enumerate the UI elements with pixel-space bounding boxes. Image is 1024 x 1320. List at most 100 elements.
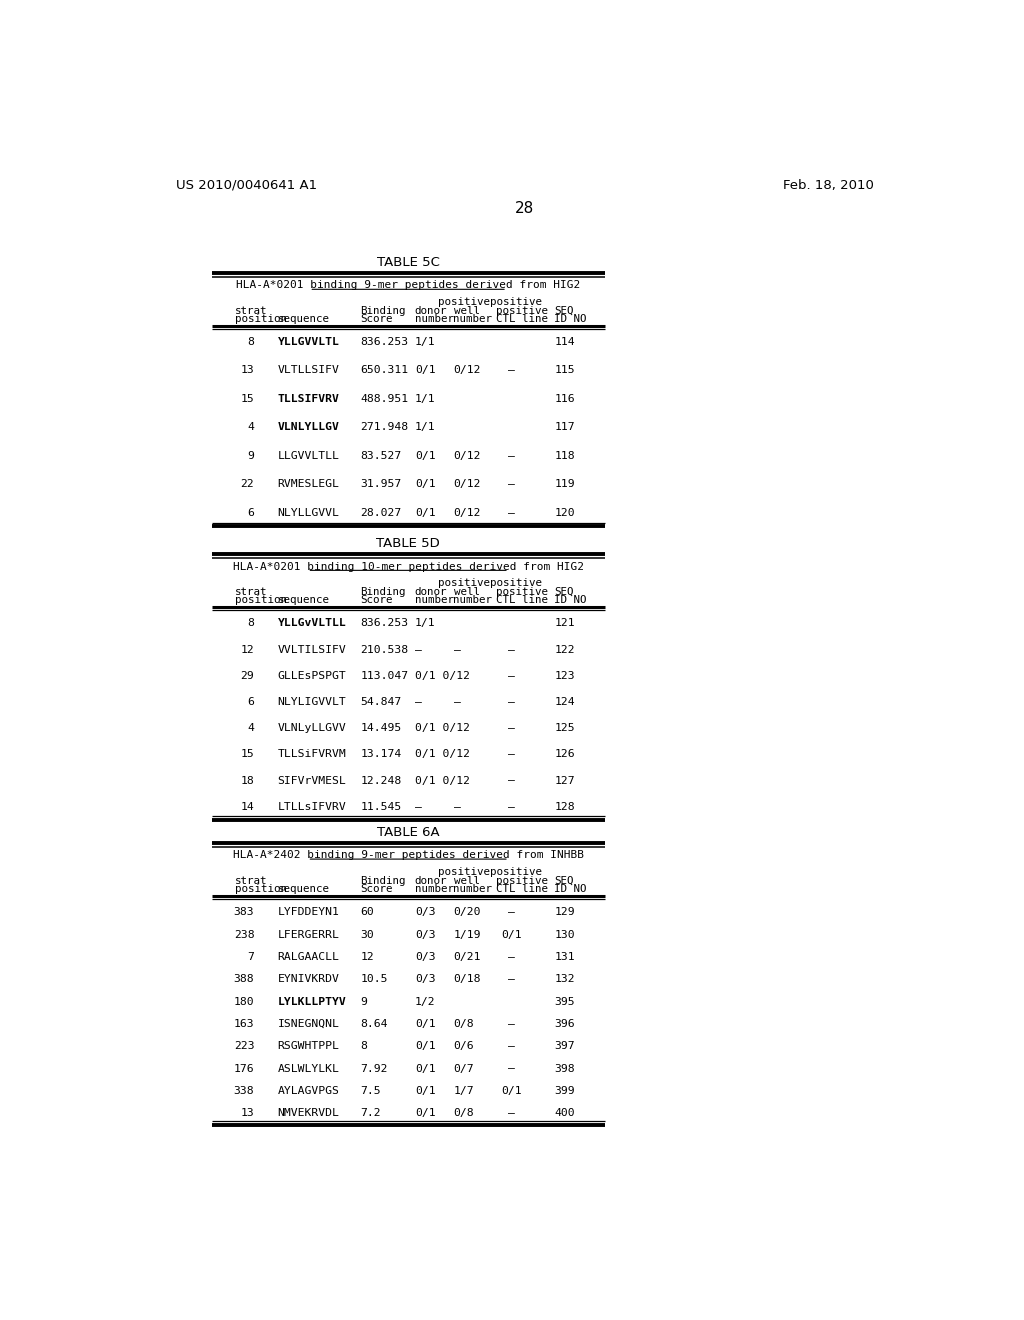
Text: 116: 116 bbox=[554, 393, 574, 404]
Text: VLNLYLLGV: VLNLYLLGV bbox=[278, 422, 339, 432]
Text: 124: 124 bbox=[554, 697, 574, 708]
Text: position: position bbox=[234, 314, 287, 325]
Text: 130: 130 bbox=[554, 929, 574, 940]
Text: 223: 223 bbox=[233, 1041, 254, 1051]
Text: 13.174: 13.174 bbox=[360, 750, 401, 759]
Text: 123: 123 bbox=[554, 671, 574, 681]
Text: –: – bbox=[415, 644, 422, 655]
Text: Feb. 18, 2010: Feb. 18, 2010 bbox=[782, 178, 873, 191]
Text: 400: 400 bbox=[554, 1109, 574, 1118]
Text: number: number bbox=[415, 314, 454, 325]
Text: 117: 117 bbox=[554, 422, 574, 432]
Text: number: number bbox=[454, 314, 493, 325]
Text: Binding: Binding bbox=[360, 306, 406, 315]
Text: 163: 163 bbox=[233, 1019, 254, 1028]
Text: 0/8: 0/8 bbox=[454, 1109, 474, 1118]
Text: sequence: sequence bbox=[278, 884, 330, 894]
Text: LLGVVLTLL: LLGVVLTLL bbox=[278, 450, 339, 461]
Text: US 2010/0040641 A1: US 2010/0040641 A1 bbox=[176, 178, 317, 191]
Text: 13: 13 bbox=[241, 366, 254, 375]
Text: LYLKLLPTYV: LYLKLLPTYV bbox=[278, 997, 346, 1007]
Text: VVLTILSIFV: VVLTILSIFV bbox=[278, 644, 346, 655]
Text: Score: Score bbox=[360, 314, 393, 325]
Text: number: number bbox=[454, 884, 493, 894]
Text: 0/1: 0/1 bbox=[415, 1041, 435, 1051]
Text: NLYLIGVVLT: NLYLIGVVLT bbox=[278, 697, 346, 708]
Text: 129: 129 bbox=[554, 907, 574, 917]
Text: 1/1: 1/1 bbox=[415, 422, 435, 432]
Text: 119: 119 bbox=[554, 479, 574, 490]
Text: 1/1: 1/1 bbox=[415, 619, 435, 628]
Text: 271.948: 271.948 bbox=[360, 422, 409, 432]
Text: 0/1: 0/1 bbox=[415, 1086, 435, 1096]
Text: position: position bbox=[234, 884, 287, 894]
Text: 0/3: 0/3 bbox=[415, 929, 435, 940]
Text: 0/1 0/12: 0/1 0/12 bbox=[415, 723, 470, 733]
Text: ASLWLYLKL: ASLWLYLKL bbox=[278, 1064, 339, 1073]
Text: 395: 395 bbox=[554, 997, 574, 1007]
Text: 8: 8 bbox=[360, 1041, 368, 1051]
Text: 0/1: 0/1 bbox=[502, 929, 522, 940]
Text: 9: 9 bbox=[360, 997, 368, 1007]
Text: donor: donor bbox=[415, 875, 447, 886]
Text: donor: donor bbox=[415, 306, 447, 315]
Text: HLA-A*0201 binding 10-mer peptides derived from HIG2: HLA-A*0201 binding 10-mer peptides deriv… bbox=[232, 561, 584, 572]
Text: 10.5: 10.5 bbox=[360, 974, 388, 985]
Text: strat: strat bbox=[234, 306, 267, 315]
Text: TLLSiFVRVM: TLLSiFVRVM bbox=[278, 750, 346, 759]
Text: Score: Score bbox=[360, 595, 393, 606]
Text: donor: donor bbox=[415, 587, 447, 597]
Text: 60: 60 bbox=[360, 907, 374, 917]
Text: 28.027: 28.027 bbox=[360, 508, 401, 517]
Text: positive: positive bbox=[496, 875, 548, 886]
Text: 131: 131 bbox=[554, 952, 574, 962]
Text: 0/12: 0/12 bbox=[454, 450, 481, 461]
Text: 383: 383 bbox=[233, 907, 254, 917]
Text: –: – bbox=[454, 801, 461, 812]
Text: 8.64: 8.64 bbox=[360, 1019, 388, 1028]
Text: 22: 22 bbox=[241, 479, 254, 490]
Text: YLLGVVLTL: YLLGVVLTL bbox=[278, 337, 339, 347]
Text: –: – bbox=[508, 801, 515, 812]
Text: 388: 388 bbox=[233, 974, 254, 985]
Text: VLTLLSIFV: VLTLLSIFV bbox=[278, 366, 339, 375]
Text: 12.248: 12.248 bbox=[360, 776, 401, 785]
Text: 0/21: 0/21 bbox=[454, 952, 481, 962]
Text: –: – bbox=[508, 644, 515, 655]
Text: TABLE 5C: TABLE 5C bbox=[377, 256, 439, 269]
Text: 120: 120 bbox=[554, 508, 574, 517]
Text: SEQ: SEQ bbox=[554, 587, 573, 597]
Text: ISNEGNQNL: ISNEGNQNL bbox=[278, 1019, 339, 1028]
Text: –: – bbox=[508, 671, 515, 681]
Text: GLLEsPSPGT: GLLEsPSPGT bbox=[278, 671, 346, 681]
Text: 8: 8 bbox=[248, 337, 254, 347]
Text: well: well bbox=[454, 306, 479, 315]
Text: number: number bbox=[415, 884, 454, 894]
Text: 0/3: 0/3 bbox=[415, 952, 435, 962]
Text: 15: 15 bbox=[241, 393, 254, 404]
Text: 121: 121 bbox=[554, 619, 574, 628]
Text: 118: 118 bbox=[554, 450, 574, 461]
Text: 128: 128 bbox=[554, 801, 574, 812]
Text: RVMESLEGL: RVMESLEGL bbox=[278, 479, 339, 490]
Text: –: – bbox=[508, 697, 515, 708]
Text: 13: 13 bbox=[241, 1109, 254, 1118]
Text: –: – bbox=[415, 801, 422, 812]
Text: 210.538: 210.538 bbox=[360, 644, 409, 655]
Text: 127: 127 bbox=[554, 776, 574, 785]
Text: 0/1 0/12: 0/1 0/12 bbox=[415, 776, 470, 785]
Text: 6: 6 bbox=[248, 697, 254, 708]
Text: 4: 4 bbox=[248, 422, 254, 432]
Text: sequence: sequence bbox=[278, 595, 330, 606]
Text: –: – bbox=[454, 697, 461, 708]
Text: –: – bbox=[508, 1019, 515, 1028]
Text: 180: 180 bbox=[233, 997, 254, 1007]
Text: 238: 238 bbox=[233, 929, 254, 940]
Text: LFERGERRL: LFERGERRL bbox=[278, 929, 339, 940]
Text: positivepositive: positivepositive bbox=[438, 578, 543, 589]
Text: 0/3: 0/3 bbox=[415, 974, 435, 985]
Text: 1/19: 1/19 bbox=[454, 929, 481, 940]
Text: –: – bbox=[415, 697, 422, 708]
Text: –: – bbox=[508, 479, 515, 490]
Text: CTL line: CTL line bbox=[496, 884, 548, 894]
